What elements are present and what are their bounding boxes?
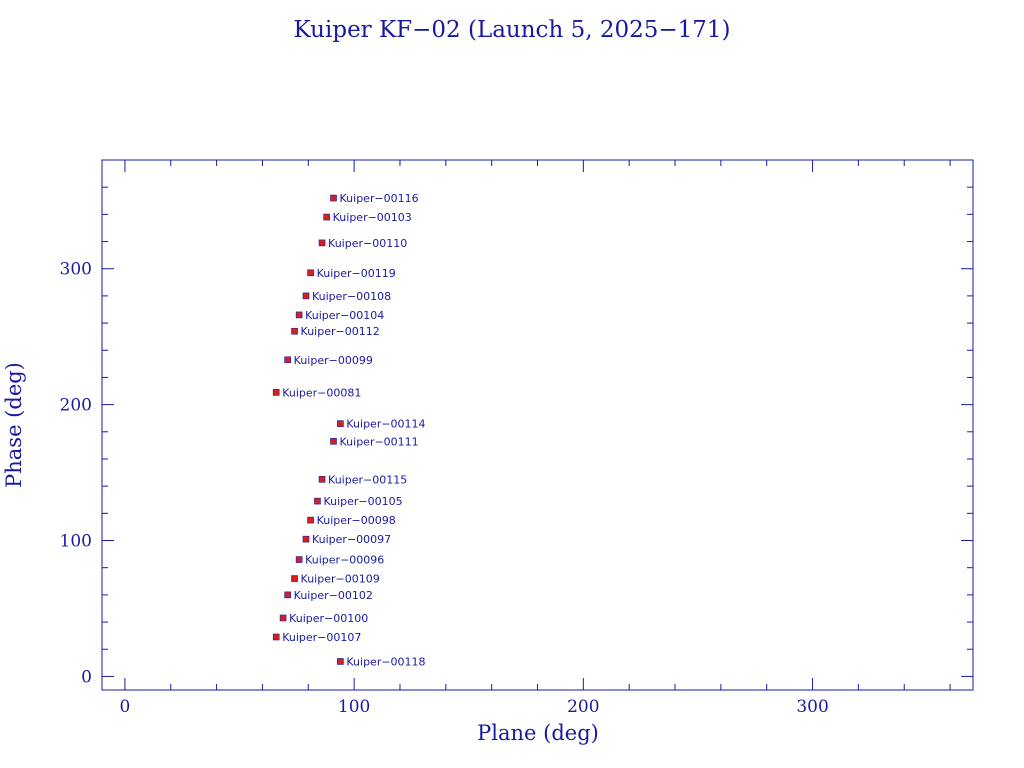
data-point <box>323 213 330 221</box>
axis-tick-labels: 0 100 200 300 0 100 200 300 <box>60 260 829 717</box>
data-point-label: Kuiper−00097 <box>312 533 391 546</box>
data-point <box>295 311 303 319</box>
chart-title: Kuiper KF−02 (Launch 5, 2025−171) <box>294 17 731 43</box>
y-tick-label: 200 <box>60 396 92 416</box>
data-point <box>307 516 314 524</box>
data-point <box>295 556 303 563</box>
data-points <box>272 194 344 665</box>
data-point <box>314 497 321 505</box>
data-point <box>291 575 298 582</box>
data-point <box>284 591 291 599</box>
data-point <box>318 239 326 247</box>
data-point <box>272 389 280 396</box>
x-tick-label: 100 <box>338 697 370 717</box>
data-point-label: Kuiper−00081 <box>282 386 361 399</box>
data-point-label: Kuiper−00115 <box>328 473 407 486</box>
data-point-label: Kuiper−00099 <box>294 354 373 367</box>
data-point <box>302 535 310 543</box>
data-point <box>337 420 344 427</box>
data-point-label: Kuiper−00100 <box>289 612 368 625</box>
data-point-label: Kuiper−00108 <box>312 290 391 303</box>
data-point-label: Kuiper−00119 <box>317 267 396 280</box>
data-point-label: Kuiper−00104 <box>305 309 384 322</box>
data-point-label: Kuiper−00116 <box>340 192 419 205</box>
x-tick-label: 300 <box>796 697 828 717</box>
data-point-label: Kuiper−00098 <box>317 514 396 527</box>
data-point-label: Kuiper−00096 <box>305 554 384 567</box>
data-point <box>272 633 280 641</box>
data-point-label: Kuiper−00105 <box>323 495 402 508</box>
data-point-label: Kuiper−00114 <box>346 418 425 431</box>
data-point-label: Kuiper−00110 <box>328 237 407 250</box>
data-point-labels: Kuiper−00116 Kuiper−00103 Kuiper−00110 Kuip… <box>282 192 425 668</box>
y-tick-label: 0 <box>81 667 92 687</box>
plot-frame <box>101 159 974 691</box>
data-point <box>337 658 344 665</box>
x-axis-label: Plane (deg) <box>477 721 599 745</box>
x-tick-label: 0 <box>120 697 131 717</box>
data-point <box>302 292 310 300</box>
data-point-label: Kuiper−00109 <box>301 573 380 586</box>
data-point-label: Kuiper−00103 <box>333 211 412 224</box>
data-point <box>330 194 337 202</box>
axis-ticks <box>102 159 973 690</box>
data-point-label: Kuiper−00111 <box>340 435 419 448</box>
data-point <box>284 356 291 364</box>
data-point <box>279 614 287 622</box>
y-tick-label: 100 <box>60 532 92 552</box>
data-point-label: Kuiper−00118 <box>346 655 425 668</box>
y-axis-label: Phase (deg) <box>2 362 26 488</box>
data-point <box>318 476 326 483</box>
data-point-label: Kuiper−00107 <box>282 631 361 644</box>
data-point <box>291 327 298 335</box>
data-point <box>307 269 314 277</box>
x-tick-label: 200 <box>567 697 599 717</box>
data-point-label: Kuiper−00112 <box>301 325 380 338</box>
data-point <box>330 438 337 445</box>
data-point-label: Kuiper−00102 <box>294 589 373 602</box>
y-tick-label: 300 <box>60 260 92 280</box>
